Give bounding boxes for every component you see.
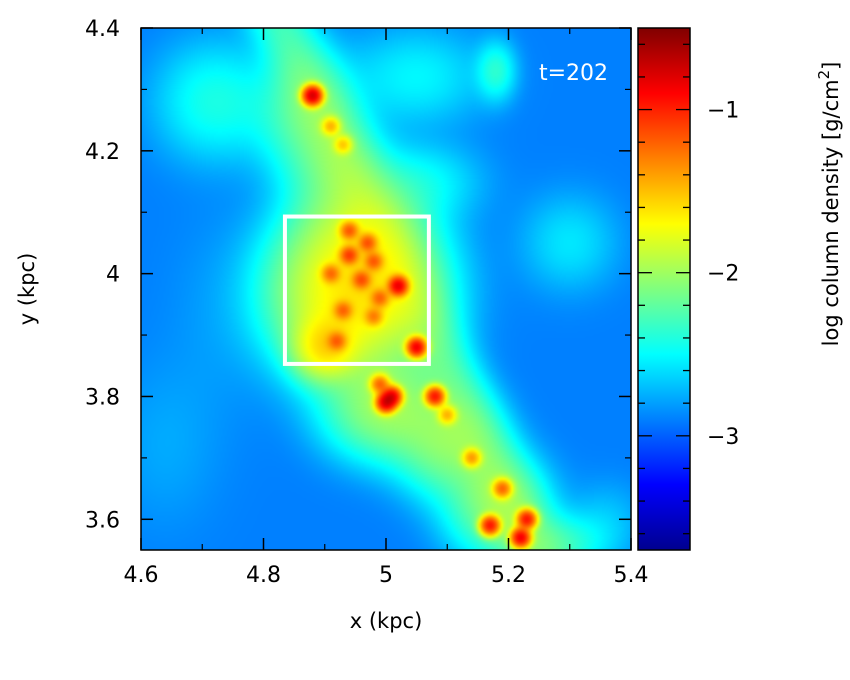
- colorbar-tick-label: −1: [707, 99, 739, 124]
- colorbar: [637, 27, 691, 551]
- colorbar-title: log column density [g/cm2]: [815, 62, 843, 347]
- colorbar-title-main: log column density [g/cm: [819, 79, 843, 346]
- colorbar-tick-label: −3: [707, 425, 739, 450]
- x-tick-label: 4.6: [124, 563, 159, 588]
- axis-ticks: [140, 27, 632, 550]
- density-map: [141, 28, 631, 550]
- colorbar-tick-labels: −3 −2 −1: [707, 99, 739, 450]
- y-tick-label: 3.6: [85, 508, 120, 533]
- x-tick-label: 5.4: [614, 563, 649, 588]
- y-tick-label: 4.4: [85, 17, 120, 42]
- y-tick-label: 3.8: [85, 385, 120, 410]
- colorbar-title-close: ]: [819, 62, 843, 70]
- axis-tick-labels: 4.6 4.8 5 5.2 5.4 3.6 3.8 4 4.2 4.4: [85, 17, 649, 588]
- y-tick-label: 4: [106, 263, 120, 288]
- highlight-box: [282, 214, 431, 366]
- x-tick-label: 5: [379, 563, 393, 588]
- x-tick-label: 5.2: [491, 563, 526, 588]
- x-axis-title: x (kpc): [350, 609, 423, 633]
- time-annotation: t=202: [539, 61, 608, 86]
- y-axis-title: y (kpc): [15, 253, 39, 326]
- x-tick-label: 4.8: [246, 563, 281, 588]
- colorbar-tick-label: −2: [707, 262, 739, 287]
- colorbar-title-sup: 2: [815, 70, 833, 80]
- colorbar-ticks: [638, 43, 690, 535]
- y-tick-label: 4.2: [85, 140, 120, 165]
